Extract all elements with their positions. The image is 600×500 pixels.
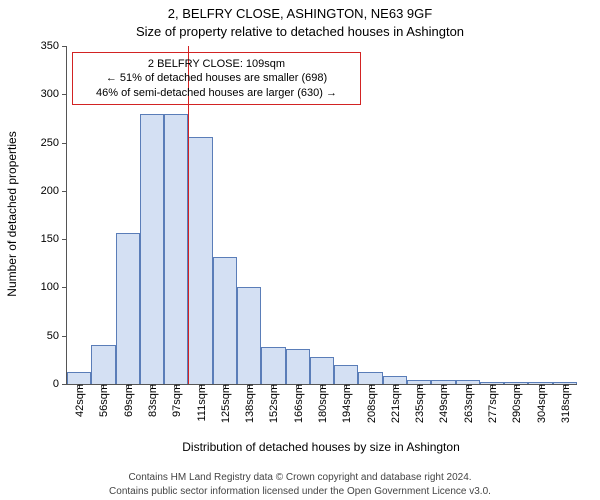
x-tick-label: 83sqm xyxy=(145,384,159,417)
x-tick-label: 166sqm xyxy=(291,384,305,423)
y-axis-label: Number of detached properties xyxy=(5,45,19,383)
y-tick-label: 100 xyxy=(41,281,67,293)
chart-title-main: Size of property relative to detached ho… xyxy=(0,24,600,39)
footer-attribution-2: Contains public sector information licen… xyxy=(0,486,600,497)
histogram-bar xyxy=(164,114,188,384)
footer-attribution-1: Contains HM Land Registry data © Crown c… xyxy=(0,472,600,483)
histogram-bar xyxy=(286,349,310,384)
histogram-bar xyxy=(91,345,115,384)
histogram-bar xyxy=(383,376,407,384)
x-tick-label: 152sqm xyxy=(266,384,280,423)
x-tick-label: 263sqm xyxy=(461,384,475,423)
chart-title-address: 2, BELFRY CLOSE, ASHINGTON, NE63 9GF xyxy=(0,6,600,21)
figure-root: 2, BELFRY CLOSE, ASHINGTON, NE63 9GF Siz… xyxy=(0,0,600,500)
histogram-bar xyxy=(261,347,285,384)
x-tick-label: 208sqm xyxy=(364,384,378,423)
histogram-bar xyxy=(358,372,382,384)
x-axis-label: Distribution of detached houses by size … xyxy=(66,440,576,454)
x-tick-label: 111sqm xyxy=(194,384,208,422)
histogram-bar xyxy=(237,287,261,384)
subject-annotation-box: 2 BELFRY CLOSE: 109sqm ← 51% of detached… xyxy=(72,52,361,105)
x-tick-label: 290sqm xyxy=(509,384,523,423)
x-tick-label: 125sqm xyxy=(218,384,232,423)
y-tick-label: 200 xyxy=(41,185,67,197)
x-tick-label: 318sqm xyxy=(558,384,572,423)
x-tick-label: 56sqm xyxy=(96,384,110,417)
x-tick-label: 194sqm xyxy=(339,384,353,423)
y-tick-label: 250 xyxy=(41,137,67,149)
x-tick-label: 221sqm xyxy=(388,384,402,423)
y-tick-label: 50 xyxy=(47,330,67,342)
histogram-bar xyxy=(140,114,164,384)
histogram-bar xyxy=(67,372,91,384)
x-tick-label: 138sqm xyxy=(242,384,256,423)
annotation-line-3: 46% of semi-detached houses are larger (… xyxy=(79,86,354,100)
histogram-bar xyxy=(310,357,334,384)
x-tick-label: 235sqm xyxy=(412,384,426,423)
annotation-line-1: 2 BELFRY CLOSE: 109sqm xyxy=(79,57,354,71)
y-tick-label: 350 xyxy=(41,40,67,52)
histogram-bar xyxy=(116,233,140,384)
x-tick-label: 42sqm xyxy=(72,384,86,417)
x-tick-label: 69sqm xyxy=(121,384,135,417)
y-tick-label: 300 xyxy=(41,88,67,100)
x-tick-label: 277sqm xyxy=(485,384,499,423)
y-tick-label: 0 xyxy=(53,378,67,390)
x-tick-label: 180sqm xyxy=(315,384,329,423)
histogram-bar xyxy=(188,137,212,384)
y-tick-label: 150 xyxy=(41,233,67,245)
x-tick-label: 249sqm xyxy=(436,384,450,423)
x-tick-label: 304sqm xyxy=(534,384,548,423)
histogram-bar xyxy=(213,257,237,384)
histogram-bar xyxy=(334,365,358,384)
x-tick-label: 97sqm xyxy=(169,384,183,417)
annotation-line-2: ← 51% of detached houses are smaller (69… xyxy=(79,71,354,85)
